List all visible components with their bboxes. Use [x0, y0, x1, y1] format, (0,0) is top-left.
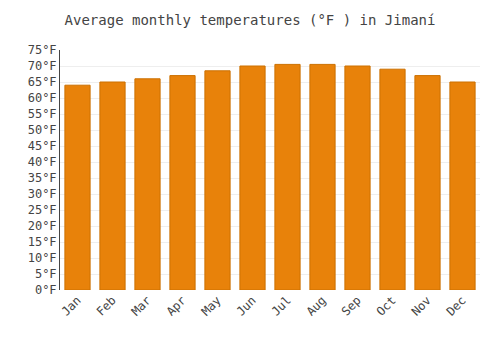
svg-text:55°F: 55°F [28, 107, 57, 121]
svg-text:Apr: Apr [164, 293, 189, 318]
svg-text:40°F: 40°F [28, 155, 57, 169]
svg-text:20°F: 20°F [28, 219, 57, 233]
svg-text:Feb: Feb [94, 293, 119, 318]
svg-text:0°F: 0°F [35, 283, 57, 297]
svg-text:50°F: 50°F [28, 123, 57, 137]
svg-text:70°F: 70°F [28, 59, 57, 73]
svg-text:15°F: 15°F [28, 235, 57, 249]
svg-text:5°F: 5°F [35, 267, 57, 281]
svg-text:10°F: 10°F [28, 251, 57, 265]
svg-text:Jul: Jul [269, 293, 294, 318]
svg-text:60°F: 60°F [28, 91, 57, 105]
svg-text:75°F: 75°F [28, 43, 57, 57]
svg-text:Sep: Sep [339, 293, 364, 318]
svg-text:May: May [199, 293, 224, 318]
svg-text:Aug: Aug [304, 293, 329, 318]
svg-text:Jun: Jun [234, 293, 259, 318]
svg-text:25°F: 25°F [28, 203, 57, 217]
svg-text:Dec: Dec [444, 293, 469, 318]
svg-text:30°F: 30°F [28, 187, 57, 201]
svg-text:Oct: Oct [374, 293, 399, 318]
svg-text:Average monthly temperatures (: Average monthly temperatures (°F ) in Ji… [65, 12, 436, 28]
svg-text:35°F: 35°F [28, 171, 57, 185]
svg-text:65°F: 65°F [28, 75, 57, 89]
svg-text:Nov: Nov [409, 293, 434, 318]
svg-text:Jan: Jan [59, 293, 84, 318]
svg-text:45°F: 45°F [28, 139, 57, 153]
svg-text:Mar: Mar [129, 293, 154, 318]
